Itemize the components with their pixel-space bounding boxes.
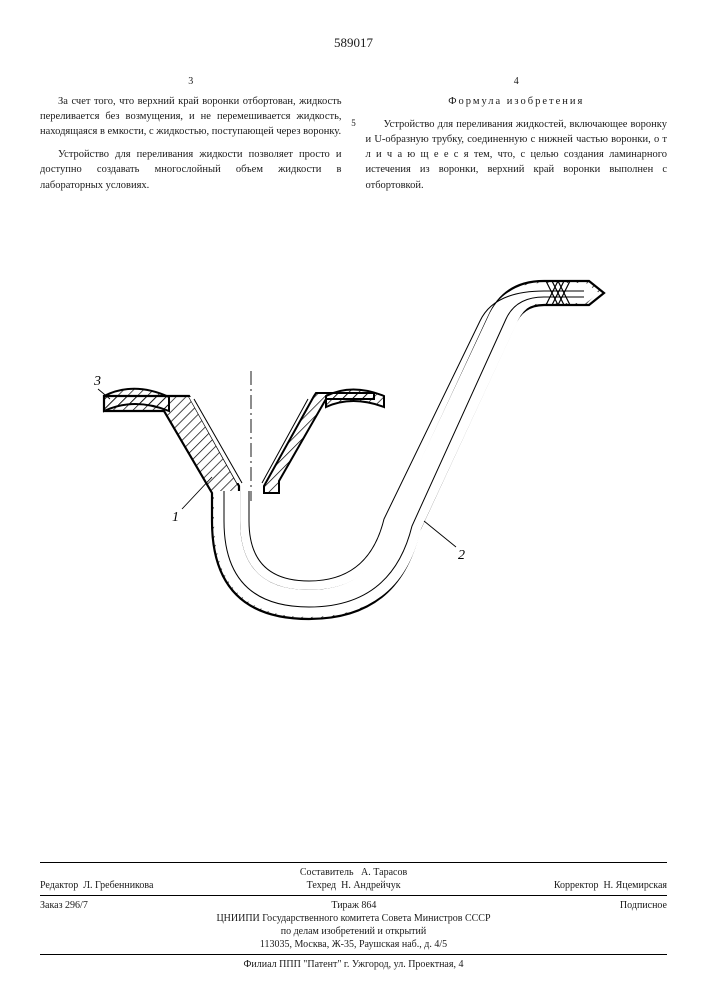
- editor: Редактор Л. Гребенникова: [40, 880, 153, 891]
- credits-row: Редактор Л. Гребенникова Техред Н. Андре…: [40, 880, 667, 891]
- print-row: Заказ 296/7 Тираж 864 Подписное: [40, 900, 667, 911]
- corrector-label: Корректор: [554, 880, 599, 891]
- compiler-row: Составитель А. Тарасов: [40, 867, 667, 878]
- compiler-label: Составитель: [300, 867, 354, 878]
- text-columns: 3 За счет того, что верхний край воронки…: [40, 75, 667, 201]
- para-left-2: Устройство для переливания жидкости позв…: [40, 147, 342, 193]
- left-column: 3 За счет того, что верхний край воронки…: [40, 75, 342, 201]
- formula-title: Формула изобретения: [366, 94, 668, 109]
- corrector-name: Н. Яцемирская: [603, 880, 667, 891]
- org-line-1: ЦНИИПИ Государственного комитета Совета …: [40, 913, 667, 924]
- flange-right: [326, 389, 384, 407]
- line-number-5: 5: [351, 118, 356, 128]
- editor-name: Л. Гребенникова: [83, 880, 153, 891]
- techred-name: Н. Андрейчук: [341, 880, 401, 891]
- editor-label: Редактор: [40, 880, 78, 891]
- techred: Техред Н. Андрейчук: [307, 880, 401, 891]
- device-diagram: 3 1 2: [94, 221, 614, 721]
- leader-2: [424, 521, 456, 547]
- podpisnoe: Подписное: [620, 900, 667, 911]
- leader-1: [182, 477, 212, 509]
- techred-label: Техред: [307, 880, 336, 891]
- para-right-1: Устройство для переливания жидкостей, вк…: [366, 117, 668, 193]
- patent-number: 589017: [0, 35, 707, 51]
- label-2: 2: [458, 548, 465, 563]
- para-left-1: За счет того, что верхний край воронки о…: [40, 94, 342, 140]
- figure: 3 1 2: [40, 221, 667, 726]
- corrector: Корректор Н. Яцемирская: [554, 880, 667, 891]
- right-column: 4 Формула изобретения Устройство для пер…: [366, 75, 668, 201]
- label-3: 3: [94, 374, 101, 389]
- org-line-2: по делам изобретений и открытий: [40, 926, 667, 937]
- footer: Составитель А. Тарасов Редактор Л. Гребе…: [40, 858, 667, 970]
- label-1: 1: [172, 510, 179, 525]
- compiler-name: А. Тарасов: [361, 867, 407, 878]
- order-no: Заказ 296/7: [40, 900, 88, 911]
- col-num-right: 4: [366, 75, 668, 90]
- col-num-left: 3: [40, 75, 342, 90]
- tirazh: Тираж 864: [331, 900, 376, 911]
- branch: Филиал ППП "Патент" г. Ужгород, ул. Прое…: [40, 959, 667, 970]
- address: 113035, Москва, Ж-35, Раушская наб., д. …: [40, 939, 667, 950]
